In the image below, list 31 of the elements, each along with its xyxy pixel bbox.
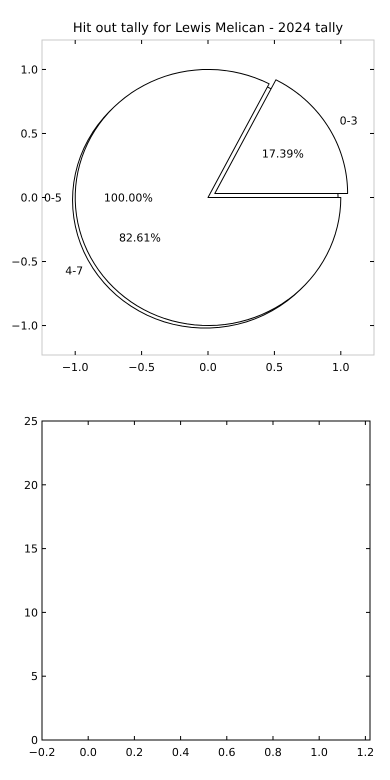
x-tick-label: 1.0 bbox=[310, 746, 328, 759]
slice-label: 0-5 bbox=[44, 192, 62, 204]
x-tick-label: 0.0 bbox=[79, 746, 97, 759]
y-tick-label: −0.5 bbox=[11, 256, 38, 269]
x-tick-label: 0.2 bbox=[126, 746, 144, 759]
x-tick-label: 0.6 bbox=[218, 746, 236, 759]
x-tick-label: 0.0 bbox=[199, 361, 217, 374]
x-tick-label: 0.5 bbox=[266, 361, 284, 374]
data-label: 82.61% bbox=[118, 231, 161, 244]
x-tick-label: −0.2 bbox=[28, 746, 56, 759]
chart-title: Hit out tally for Lewis Melican - 2024 tally bbox=[72, 21, 344, 36]
x-tick-label: 1.2 bbox=[356, 746, 374, 759]
y-tick-label: 0 bbox=[31, 734, 38, 747]
y-tick-label: 5 bbox=[31, 670, 38, 684]
y-tick-label: 10 bbox=[24, 606, 38, 620]
x-tick-label: 0.4 bbox=[172, 746, 190, 759]
x-tick-label: −1.0 bbox=[62, 361, 89, 374]
y-tick-label: 15 bbox=[24, 542, 38, 556]
slice-label: 4-7 bbox=[65, 264, 84, 278]
y-tick-label: 20 bbox=[24, 478, 38, 492]
x-tick-label: 0.8 bbox=[264, 746, 282, 759]
data-label: 100.00% bbox=[104, 192, 153, 204]
slice-label: 0-3 bbox=[340, 114, 358, 128]
y-tick-label: 0.0 bbox=[20, 192, 38, 204]
y-tick-label: 1.0 bbox=[20, 63, 38, 76]
y-tick-label: 0.5 bbox=[20, 127, 38, 140]
x-tick-label: 1.0 bbox=[332, 361, 350, 374]
x-tick-label: −0.5 bbox=[128, 361, 155, 374]
y-tick-label: 25 bbox=[24, 415, 38, 428]
y-tick-label: −1.0 bbox=[11, 320, 38, 333]
data-label: 17.39% bbox=[262, 148, 304, 161]
